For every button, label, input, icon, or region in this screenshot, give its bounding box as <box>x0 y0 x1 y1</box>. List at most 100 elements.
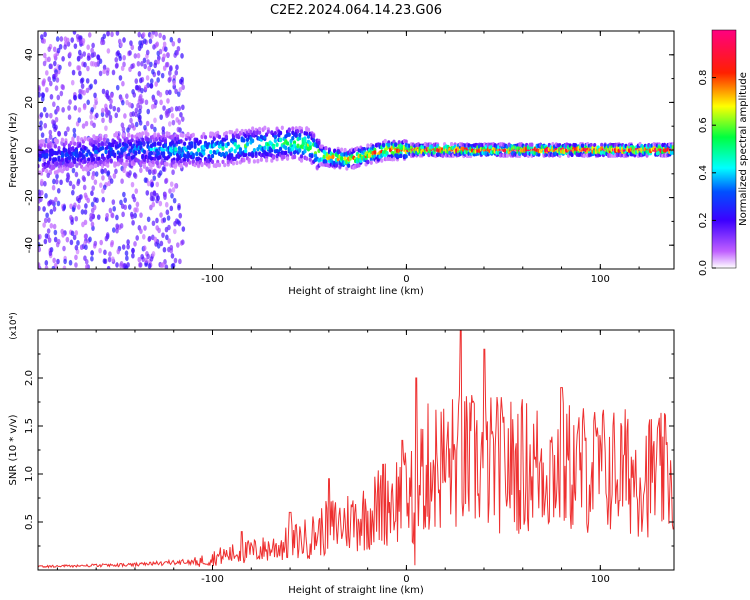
heatmap-ridge-cell <box>43 143 47 148</box>
heatmap-ridge-cell <box>291 146 295 151</box>
heatmap-noise-cell <box>62 245 66 252</box>
heatmap-noise-cell <box>181 84 185 91</box>
y-tick-label: 0 <box>24 147 35 153</box>
heatmap-noise-cell <box>121 99 125 106</box>
heatmap-noise-cell <box>47 56 51 63</box>
heatmap-ridge-cell <box>125 136 129 142</box>
heatmap-ridge-cell <box>537 152 541 157</box>
heatmap-ridge-cell <box>41 139 45 145</box>
heatmap-noise-cell <box>135 235 140 241</box>
heatmap-ridge-core <box>484 148 486 152</box>
heatmap-noise-cell <box>54 85 59 91</box>
heatmap-ridge-cell <box>233 142 237 147</box>
heatmap-noise-cell <box>126 171 130 178</box>
heatmap-noise-cell <box>40 96 45 102</box>
heatmap-noise-cell <box>92 122 96 129</box>
heatmap-ridge-cell <box>177 146 181 151</box>
heatmap-noise-cell <box>74 254 78 261</box>
heatmap-ridge-cell <box>83 146 87 151</box>
heatmap-ridge-cell <box>303 149 307 154</box>
heatmap-ridge-core <box>514 148 516 152</box>
heatmap-noise-cell <box>161 261 165 268</box>
heatmap-noise-cell <box>107 95 111 101</box>
heatmap-noise-cell <box>39 120 43 126</box>
heatmap-ridge-cell <box>242 158 246 163</box>
heatmap-noise-cell <box>78 70 82 77</box>
heatmap-noise-cell <box>122 37 126 43</box>
heatmap-noise-cell <box>177 105 182 112</box>
heatmap-noise-cell <box>152 190 157 197</box>
heatmap-ridge-cell <box>252 148 256 153</box>
heatmap-ridge-cell <box>233 149 237 154</box>
heatmap-noise-cell <box>109 92 114 99</box>
heatmap-noise-cell <box>126 243 130 250</box>
heatmap-ridge-cell <box>81 154 85 159</box>
heatmap-noise-cell <box>102 68 106 75</box>
heatmap-noise-cell <box>89 114 93 120</box>
heatmap-ridge-cell <box>312 133 316 139</box>
heatmap-noise-cell <box>68 51 72 58</box>
heatmap-noise-cell <box>69 239 74 246</box>
heatmap-noise-cell <box>158 48 163 55</box>
heatmap-ridge-cell <box>258 130 262 135</box>
heatmap-noise-cell <box>115 262 119 268</box>
heatmap-ridge-cell <box>427 152 431 158</box>
heatmap-ridge-cell <box>146 137 150 142</box>
heatmap-noise-cell <box>101 175 105 181</box>
heatmap-noise-cell <box>45 112 49 119</box>
heatmap-noise-cell <box>138 120 143 126</box>
heatmap-noise-cell <box>68 180 73 187</box>
heatmap-noise-cell <box>43 31 47 38</box>
heatmap-ridge-core <box>404 148 406 152</box>
heatmap-noise-cell <box>162 246 167 253</box>
heatmap-noise-cell <box>111 256 115 262</box>
heatmap-ridge-cell <box>142 149 147 154</box>
heatmap-noise-cell <box>115 31 120 36</box>
heatmap-noise-cell <box>168 188 172 194</box>
heatmap-noise-cell <box>80 83 85 89</box>
heatmap-ridge-cell <box>258 126 262 132</box>
heatmap-ridge-cell <box>397 140 401 145</box>
spectrogram-heatmap <box>38 31 674 269</box>
heatmap-noise-cell <box>162 34 166 41</box>
heatmap-noise-cell <box>90 106 95 113</box>
heatmap-noise-cell <box>172 197 177 204</box>
heatmap-ridge-core <box>467 148 469 152</box>
heatmap-noise-cell <box>165 108 170 115</box>
colorbar-tick-label: 0.4 <box>698 165 709 181</box>
heatmap-noise-cell <box>171 169 175 176</box>
heatmap-noise-cell <box>179 111 183 118</box>
heatmap-ridge-core <box>498 148 500 152</box>
heatmap-ridge-cell <box>284 145 288 151</box>
heatmap-ridge-cell <box>83 159 87 164</box>
heatmap-ridge-cell <box>308 141 312 146</box>
heatmap-noise-cell <box>158 32 162 39</box>
heatmap-noise-cell <box>62 204 66 211</box>
heatmap-noise-cell <box>126 127 130 133</box>
colorbar-tick-label: 0.6 <box>698 117 709 133</box>
heatmap-noise-cell <box>93 240 98 247</box>
heatmap-ridge-cell <box>78 143 82 148</box>
heatmap-noise-cell <box>131 252 135 259</box>
heatmap-ridge-cell <box>331 154 335 160</box>
heatmap-noise-cell <box>142 140 146 147</box>
heatmap-ridge-cell <box>141 137 145 143</box>
spectrogram-y-axis-label: Frequency (Hz) <box>8 112 19 188</box>
heatmap-ridge-cell <box>247 157 251 163</box>
heatmap-ridge-cell <box>125 143 129 149</box>
y-tick-label: 40 <box>24 48 35 61</box>
heatmap-noise-cell <box>58 64 62 71</box>
heatmap-noise-cell <box>178 258 182 265</box>
heatmap-ridge-cell <box>163 143 167 148</box>
heatmap-noise-cell <box>103 168 108 174</box>
heatmap-ridge-cell <box>200 162 204 168</box>
heatmap-ridge-cell <box>55 161 59 166</box>
heatmap-noise-cell <box>147 236 151 243</box>
heatmap-ridge-cell <box>120 153 124 158</box>
heatmap-noise-cell <box>120 65 125 72</box>
heatmap-noise-cell <box>133 241 137 247</box>
heatmap-noise-cell <box>72 234 77 241</box>
heatmap-noise-cell <box>161 126 166 132</box>
heatmap-ridge-cell <box>230 130 234 135</box>
colorbar-ticks: 0.0 0.2 0.4 0.6 0.8 <box>698 70 716 276</box>
